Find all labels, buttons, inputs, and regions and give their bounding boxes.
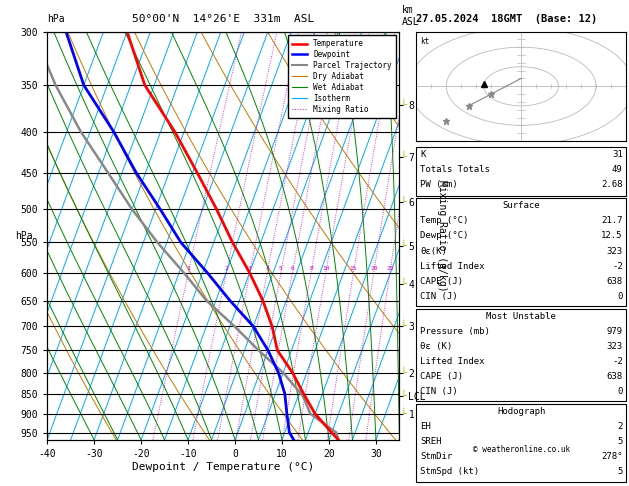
- Text: 31: 31: [612, 150, 623, 159]
- Text: 323: 323: [606, 342, 623, 351]
- Text: 15: 15: [350, 266, 357, 271]
- Text: Most Unstable: Most Unstable: [486, 312, 556, 321]
- Text: └: └: [401, 368, 406, 378]
- Text: └: └: [401, 197, 406, 207]
- Text: SREH: SREH: [420, 437, 442, 446]
- Text: 2: 2: [617, 422, 623, 431]
- Text: 6: 6: [291, 266, 294, 271]
- X-axis label: Dewpoint / Temperature (°C): Dewpoint / Temperature (°C): [132, 462, 314, 471]
- Text: 8: 8: [309, 266, 313, 271]
- Text: -2: -2: [612, 357, 623, 366]
- Text: 979: 979: [606, 327, 623, 336]
- Text: 323: 323: [606, 246, 623, 256]
- Text: 3: 3: [248, 266, 252, 271]
- Text: CAPE (J): CAPE (J): [420, 277, 463, 286]
- Text: └: └: [401, 409, 406, 419]
- Text: 10: 10: [322, 266, 330, 271]
- Text: Lifted Index: Lifted Index: [420, 357, 485, 366]
- Text: CIN (J): CIN (J): [420, 387, 458, 396]
- Text: hPa: hPa: [47, 14, 65, 24]
- Text: 0: 0: [617, 387, 623, 396]
- Text: StmDir: StmDir: [420, 452, 452, 461]
- Text: Totals Totals: Totals Totals: [420, 165, 490, 174]
- Text: © weatheronline.co.uk: © weatheronline.co.uk: [472, 445, 570, 454]
- Text: CAPE (J): CAPE (J): [420, 372, 463, 381]
- Text: Pressure (mb): Pressure (mb): [420, 327, 490, 336]
- Text: kt: kt: [420, 37, 430, 47]
- Text: 4: 4: [265, 266, 269, 271]
- Text: 20: 20: [370, 266, 377, 271]
- Text: θε (K): θε (K): [420, 342, 452, 351]
- Text: 27.05.2024  18GMT  (Base: 12): 27.05.2024 18GMT (Base: 12): [416, 14, 598, 24]
- Text: EH: EH: [420, 422, 431, 431]
- Text: Temp (°C): Temp (°C): [420, 216, 469, 226]
- Text: -2: -2: [612, 261, 623, 271]
- Text: └: └: [401, 100, 406, 109]
- Text: 49: 49: [612, 165, 623, 174]
- Legend: Temperature, Dewpoint, Parcel Trajectory, Dry Adiabat, Wet Adiabat, Isotherm, Mi: Temperature, Dewpoint, Parcel Trajectory…: [288, 35, 396, 118]
- Text: Surface: Surface: [503, 201, 540, 210]
- Text: └: └: [401, 321, 406, 331]
- Text: 5: 5: [279, 266, 283, 271]
- Text: θε(K): θε(K): [420, 246, 447, 256]
- Y-axis label: Mixing Ratio (g/kg): Mixing Ratio (g/kg): [437, 180, 447, 292]
- Text: 278°: 278°: [601, 452, 623, 461]
- Text: StmSpd (kt): StmSpd (kt): [420, 467, 479, 476]
- Text: Hodograph: Hodograph: [497, 407, 545, 416]
- Text: 638: 638: [606, 372, 623, 381]
- Text: PW (cm): PW (cm): [420, 180, 458, 189]
- Text: 1: 1: [186, 266, 190, 271]
- Text: 5: 5: [617, 467, 623, 476]
- Text: K: K: [420, 150, 426, 159]
- Text: 2.68: 2.68: [601, 180, 623, 189]
- Text: Lifted Index: Lifted Index: [420, 261, 485, 271]
- Text: └: └: [401, 391, 406, 401]
- Text: 12.5: 12.5: [601, 231, 623, 241]
- Text: CIN (J): CIN (J): [420, 292, 458, 301]
- Text: 0: 0: [617, 292, 623, 301]
- Text: Dewp (°C): Dewp (°C): [420, 231, 469, 241]
- Text: └: └: [401, 152, 406, 162]
- Text: km
ASL: km ASL: [402, 5, 420, 27]
- Text: 2: 2: [225, 266, 228, 271]
- Text: 638: 638: [606, 277, 623, 286]
- Text: hPa: hPa: [16, 231, 33, 241]
- Text: 5: 5: [617, 437, 623, 446]
- Text: 21.7: 21.7: [601, 216, 623, 226]
- Text: └: └: [401, 279, 406, 289]
- Text: └: └: [401, 241, 406, 251]
- Text: 25: 25: [386, 266, 394, 271]
- Text: 50°00'N  14°26'E  331m  ASL: 50°00'N 14°26'E 331m ASL: [132, 14, 314, 24]
